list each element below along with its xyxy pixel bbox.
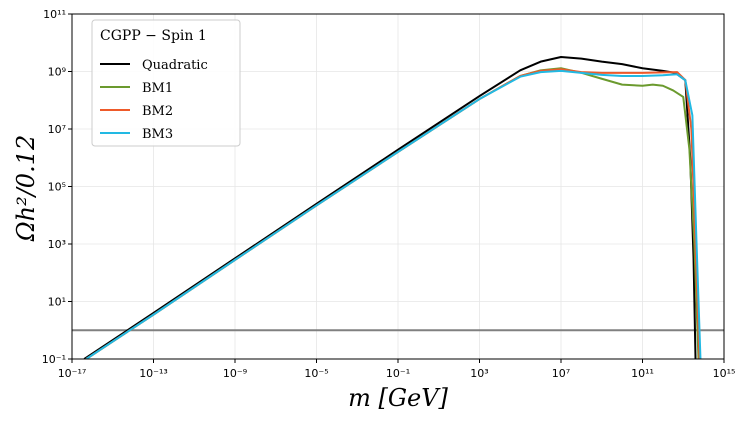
y-tick-label: 10⁻¹ bbox=[42, 353, 66, 366]
y-axis-label: Ωh²/0.12 bbox=[12, 135, 40, 243]
legend-label: Quadratic bbox=[142, 58, 208, 73]
y-tick-label: 10¹ bbox=[48, 296, 66, 309]
x-axis-label: m [GeV] bbox=[348, 384, 448, 412]
legend-label: BM2 bbox=[142, 104, 173, 119]
x-tick-label: 10¹¹ bbox=[631, 367, 654, 380]
series-line bbox=[85, 69, 702, 359]
x-tick-label: 10⁻¹³ bbox=[139, 367, 168, 380]
x-tick-label: 10⁻⁹ bbox=[223, 367, 247, 380]
y-tick-label: 10⁷ bbox=[48, 123, 66, 136]
x-tick-label: 10⁻⁵ bbox=[304, 367, 328, 380]
x-tick-label: 10¹⁵ bbox=[713, 367, 736, 380]
y-tick-label: 10³ bbox=[48, 238, 66, 251]
legend-label: BM1 bbox=[142, 81, 173, 96]
legend-box bbox=[91, 19, 241, 147]
x-tick-label: 10⁻¹⁷ bbox=[58, 367, 87, 380]
y-tick-label: 10¹¹ bbox=[43, 8, 66, 21]
y-tick-label: 10⁹ bbox=[48, 66, 66, 79]
y-tick-label: 10⁵ bbox=[48, 181, 66, 194]
legend-title: CGPP − Spin 1 bbox=[100, 28, 207, 44]
x-tick-label: 10³ bbox=[470, 367, 488, 380]
x-tick-label: 10⁻¹ bbox=[386, 367, 410, 380]
plot-frame bbox=[71, 13, 725, 360]
x-tick-label: 10⁷ bbox=[552, 367, 570, 380]
legend-label: BM3 bbox=[142, 127, 173, 142]
